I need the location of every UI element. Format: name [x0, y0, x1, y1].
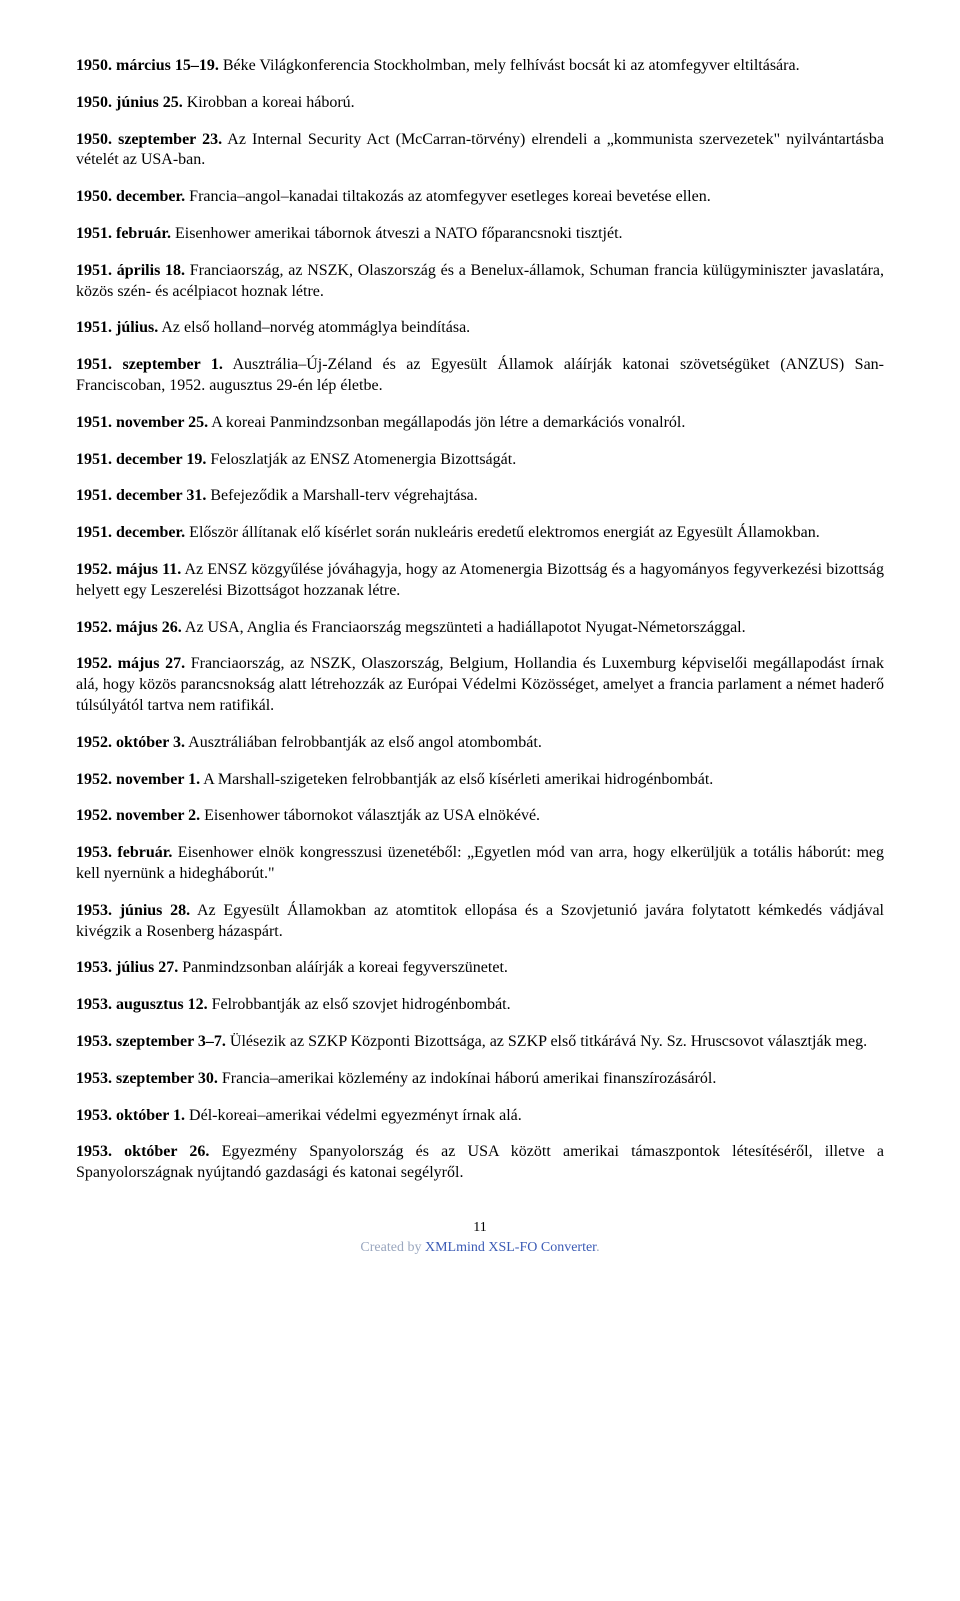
entry-date: 1953. június 28. [76, 902, 190, 919]
footer-created-by: Created by [360, 1240, 425, 1255]
entry-text: Francia–angol–kanadai tiltakozás az atom… [185, 188, 711, 205]
chronology-entry: 1950. december. Francia–angol–kanadai ti… [76, 187, 884, 208]
chronology-entry: 1953. február. Eisenhower elnök kongress… [76, 843, 884, 885]
chronology-entry: 1950. március 15–19. Béke Világkonferenc… [76, 56, 884, 77]
entry-text: Béke Világkonferencia Stockholmban, mely… [219, 57, 800, 74]
entry-text: Az Egyesült Államokban az atomtitok ello… [76, 902, 884, 940]
entry-text: Befejeződik a Marshall-terv végrehajtása… [206, 487, 477, 504]
entry-date: 1953. augusztus 12. [76, 996, 208, 1013]
chronology-entry: 1953. szeptember 3–7. Ülésezik az SZKP K… [76, 1032, 884, 1053]
entry-date: 1951. november 25. [76, 414, 208, 431]
chronology-entry: 1950. június 25. Kirobban a koreai hábor… [76, 93, 884, 114]
page-footer: 11 Created by XMLmind XSL-FO Converter. [76, 1218, 884, 1259]
entry-text: Az első holland–norvég atommáglya beindí… [158, 319, 470, 336]
entry-date: 1951. december 31. [76, 487, 206, 504]
chronology-entry: 1951. február. Eisenhower amerikai tábor… [76, 224, 884, 245]
entry-date: 1953. szeptember 3–7. [76, 1033, 226, 1050]
entry-date: 1953. október 1. [76, 1107, 185, 1124]
entry-date: 1953. február. [76, 844, 172, 861]
chronology-entry: 1951. december 31. Befejeződik a Marshal… [76, 486, 884, 507]
entry-date: 1950. december. [76, 188, 185, 205]
entry-text: Ülésezik az SZKP Központi Bizottsága, az… [226, 1033, 867, 1050]
entry-date: 1951. december. [76, 524, 185, 541]
entry-text: Az ENSZ közgyűlése jóváhagyja, hogy az A… [76, 561, 884, 599]
document-body: 1950. március 15–19. Béke Világkonferenc… [76, 56, 884, 1184]
entry-date: 1953. július 27. [76, 959, 178, 976]
entry-date: 1953. október 26. [76, 1143, 209, 1160]
entry-text: Feloszlatják az ENSZ Atomenergia Bizotts… [206, 451, 516, 468]
entry-text: Franciaország, az NSZK, Olaszország és a… [76, 262, 884, 300]
chronology-entry: 1950. szeptember 23. Az Internal Securit… [76, 130, 884, 172]
page-number: 11 [76, 1218, 884, 1238]
entry-date: 1950. március 15–19. [76, 57, 219, 74]
chronology-entry: 1953. október 1. Dél-koreai–amerikai véd… [76, 1106, 884, 1127]
entry-text: Felrobbantják az első szovjet hidrogénbo… [208, 996, 511, 1013]
chronology-entry: 1952. május 26. Az USA, Anglia és Franci… [76, 618, 884, 639]
entry-date: 1952. május 11. [76, 561, 181, 578]
entry-text: Panmindzsonban aláírják a koreai fegyver… [178, 959, 508, 976]
entry-date: 1953. szeptember 30. [76, 1070, 218, 1087]
chronology-entry: 1952. május 27. Franciaország, az NSZK, … [76, 654, 884, 716]
chronology-entry: 1953. augusztus 12. Felrobbantják az els… [76, 995, 884, 1016]
chronology-entry: 1952. november 1. A Marshall-szigeteken … [76, 770, 884, 791]
chronology-entry: 1953. július 27. Panmindzsonban aláírják… [76, 958, 884, 979]
chronology-entry: 1953. október 26. Egyezmény Spanyolorszá… [76, 1142, 884, 1184]
chronology-entry: 1951. november 25. A koreai Panmindzsonb… [76, 413, 884, 434]
entry-date: 1951. április 18. [76, 262, 185, 279]
entry-date: 1952. május 27. [76, 655, 185, 672]
entry-text: A koreai Panmindzsonban megállapodás jön… [208, 414, 685, 431]
entry-text: Eisenhower elnök kongresszusi üzenetéből… [76, 844, 884, 882]
entry-date: 1951. február. [76, 225, 171, 242]
entry-text: Eisenhower tábornokot választják az USA … [200, 807, 540, 824]
chronology-entry: 1951. július. Az első holland–norvég ato… [76, 318, 884, 339]
chronology-entry: 1952. október 3. Ausztráliában felrobban… [76, 733, 884, 754]
footer-credit: Created by XMLmind XSL-FO Converter. [76, 1238, 884, 1258]
chronology-entry: 1951. április 18. Franciaország, az NSZK… [76, 261, 884, 303]
entry-date: 1952. november 1. [76, 771, 200, 788]
entry-text: Franciaország, az NSZK, Olaszország, Bel… [76, 655, 884, 714]
chronology-entry: 1952. november 2. Eisenhower tábornokot … [76, 806, 884, 827]
footer-link: XMLmind XSL-FO Converter [425, 1240, 596, 1255]
chronology-entry: 1951. december. Először állítanak elő kí… [76, 523, 884, 544]
entry-date: 1950. szeptember 23. [76, 131, 222, 148]
chronology-entry: 1951. szeptember 1. Ausztrália–Új-Zéland… [76, 355, 884, 397]
entry-text: A Marshall-szigeteken felrobbantják az e… [200, 771, 713, 788]
entry-text: Francia–amerikai közlemény az indokínai … [218, 1070, 716, 1087]
entry-date: 1952. november 2. [76, 807, 200, 824]
chronology-entry: 1953. június 28. Az Egyesült Államokban … [76, 901, 884, 943]
entry-date: 1951. december 19. [76, 451, 206, 468]
entry-date: 1951. szeptember 1. [76, 356, 223, 373]
entry-text: Ausztráliában felrobbantják az első ango… [185, 734, 542, 751]
chronology-entry: 1952. május 11. Az ENSZ közgyűlése jóváh… [76, 560, 884, 602]
entry-text: Kirobban a koreai háború. [183, 94, 355, 111]
entry-date: 1952. október 3. [76, 734, 185, 751]
chronology-entry: 1951. december 19. Feloszlatják az ENSZ … [76, 450, 884, 471]
chronology-entry: 1953. szeptember 30. Francia–amerikai kö… [76, 1069, 884, 1090]
entry-text: Eisenhower amerikai tábornok átveszi a N… [171, 225, 623, 242]
entry-date: 1950. június 25. [76, 94, 183, 111]
entry-text: Az USA, Anglia és Franciaország megszünt… [182, 619, 746, 636]
entry-text: Először állítanak elő kísérlet során nuk… [185, 524, 820, 541]
entry-text: Dél-koreai–amerikai védelmi egyezményt í… [185, 1107, 522, 1124]
entry-date: 1951. július. [76, 319, 158, 336]
entry-date: 1952. május 26. [76, 619, 182, 636]
footer-period: . [596, 1240, 600, 1255]
